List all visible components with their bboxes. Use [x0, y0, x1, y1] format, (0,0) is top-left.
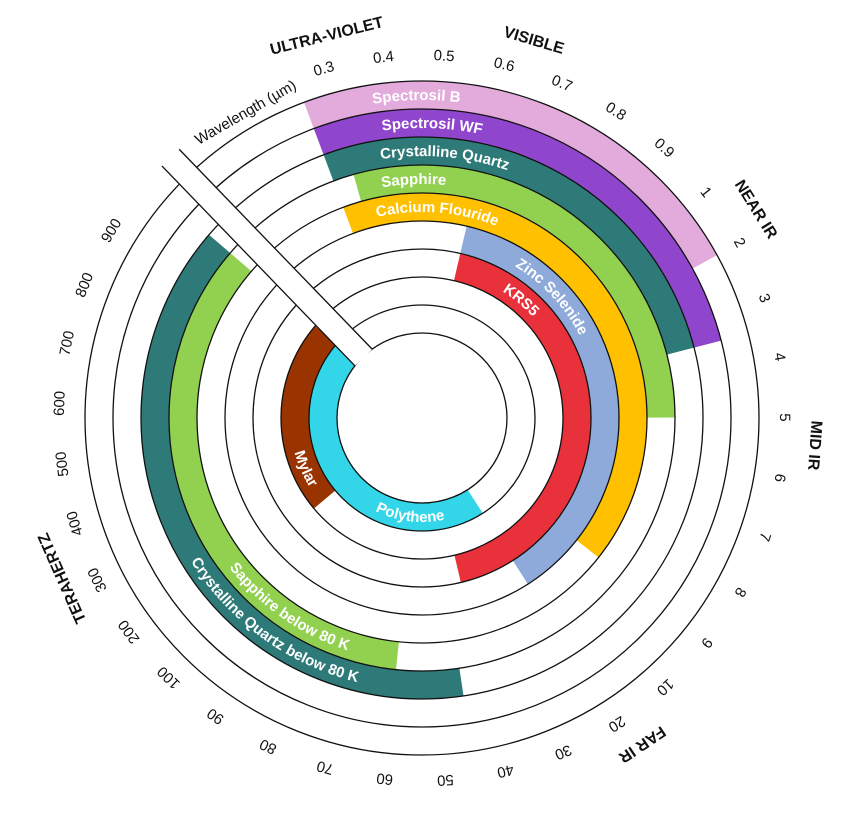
tick-label: 5 [776, 413, 793, 421]
tick-label: 20 [605, 712, 628, 735]
band [460, 226, 620, 585]
tick-label: 0.4 [372, 48, 395, 67]
band [343, 192, 648, 558]
tick-label: 8 [731, 584, 750, 599]
tick-label: 200 [115, 616, 143, 646]
band [313, 108, 722, 348]
tick-label: 70 [315, 757, 336, 778]
tick-label: 0.6 [492, 54, 516, 75]
region-label: ULTRA-VIOLET [268, 14, 385, 59]
tick-label: 4 [770, 351, 788, 362]
region-label: MID IR [804, 420, 824, 471]
ring-outline [308, 304, 536, 532]
band [353, 165, 675, 418]
tick-label: 0.8 [602, 99, 629, 125]
band-label-text: Sapphire [380, 171, 447, 191]
tick-label: 80 [257, 735, 279, 757]
ring-outline [224, 220, 620, 616]
ring-outline [140, 136, 704, 700]
tick-label: 6 [770, 472, 788, 483]
tick-label: 3 [755, 291, 774, 304]
tick-label: 0.9 [651, 135, 678, 162]
tick-label: 300 [84, 565, 110, 595]
band [309, 344, 483, 531]
tick-label: 2 [730, 235, 749, 251]
region-label: VISIBLE [501, 24, 566, 58]
band [453, 253, 592, 583]
band-label: Spectrosil WF [381, 115, 484, 138]
ring-outlines [84, 80, 760, 756]
tick-label: 30 [552, 741, 574, 763]
tick-label: 90 [204, 704, 227, 727]
tick-label: 60 [376, 769, 394, 788]
slot-edge [161, 165, 356, 367]
band [323, 136, 695, 355]
slot-fill [161, 149, 373, 366]
ring-outline [168, 164, 676, 672]
slot-edge [178, 148, 373, 350]
axis-label: Wavelength (µm) [192, 77, 299, 149]
ring-outline [252, 248, 592, 588]
region-label: NEAR IR [731, 177, 781, 242]
tick-label: 600 [51, 391, 69, 417]
tick-label: 0.7 [549, 72, 575, 96]
axis-slot [161, 148, 373, 367]
band [169, 253, 399, 670]
ring-outline [196, 192, 648, 644]
tick-label: 50 [437, 771, 455, 789]
ring-outline [84, 80, 760, 756]
region-label: TERAHERTZ [35, 530, 90, 626]
bands [140, 80, 722, 699]
band-label: Sapphire [380, 171, 447, 191]
band-label-text: Spectrosil WF [381, 115, 484, 138]
band [303, 80, 718, 269]
tick-label: 10 [653, 675, 677, 699]
slot-group [161, 148, 373, 367]
band [140, 234, 464, 699]
band-label: Spectrosil B [371, 87, 461, 108]
tick-label: 9 [697, 634, 716, 651]
tick-label: 0.5 [433, 47, 455, 65]
tick-label: 800 [72, 270, 97, 300]
tick-label: 100 [154, 663, 184, 693]
tick-label: 7 [755, 530, 774, 543]
band-label-text: Spectrosil B [371, 87, 461, 108]
tick-label: 40 [495, 761, 515, 781]
tick-label: 700 [56, 329, 78, 357]
tick-label: 1 [696, 184, 714, 201]
tick-label: 500 [52, 451, 72, 478]
tick-label: 0.3 [312, 58, 337, 80]
ring-outline [280, 276, 564, 560]
ring-outline [336, 332, 508, 504]
tick-label: 400 [63, 509, 87, 538]
ring-outline [112, 108, 732, 728]
tick-label: 900 [98, 216, 125, 246]
